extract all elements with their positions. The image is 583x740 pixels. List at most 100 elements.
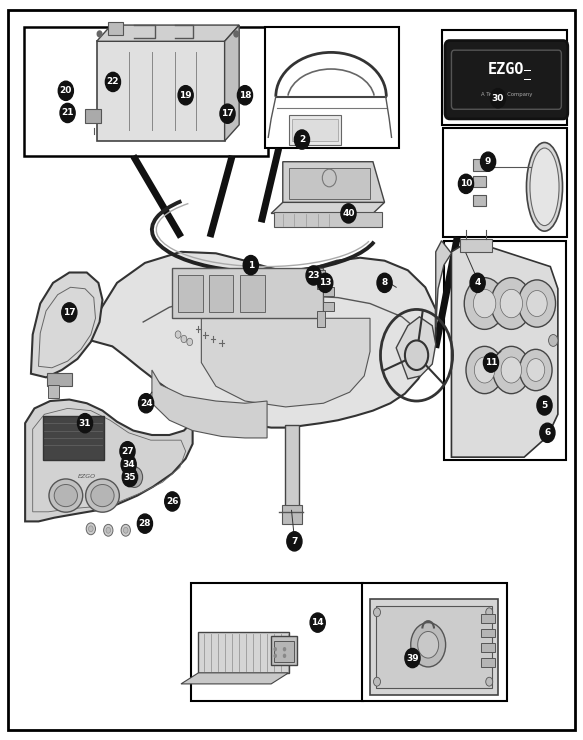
Circle shape (464, 278, 505, 329)
Circle shape (138, 514, 153, 534)
Bar (370, 599, 498, 695)
Bar (473, 160, 486, 171)
Bar (48, 385, 59, 398)
Text: 11: 11 (484, 358, 497, 367)
Circle shape (106, 73, 121, 92)
Circle shape (122, 468, 138, 487)
Bar (24, 27, 268, 156)
FancyBboxPatch shape (451, 50, 561, 110)
Bar (285, 425, 299, 511)
Polygon shape (25, 400, 192, 522)
Text: 20: 20 (59, 87, 72, 95)
Circle shape (175, 331, 181, 338)
Text: 30: 30 (492, 94, 504, 103)
Circle shape (473, 289, 496, 317)
Ellipse shape (91, 485, 114, 507)
Circle shape (475, 357, 495, 383)
Text: 10: 10 (460, 179, 472, 189)
Circle shape (483, 353, 498, 372)
Text: 35: 35 (124, 473, 136, 482)
Text: 7: 7 (292, 536, 297, 546)
Circle shape (165, 492, 180, 511)
Circle shape (58, 81, 73, 101)
Bar (240, 275, 265, 312)
Text: 17: 17 (221, 110, 234, 118)
Text: 21: 21 (61, 109, 74, 118)
Bar (274, 641, 294, 662)
Circle shape (480, 152, 496, 172)
Bar (324, 302, 334, 311)
Ellipse shape (526, 143, 563, 231)
Text: 24: 24 (140, 399, 152, 408)
Circle shape (273, 653, 277, 658)
Text: 18: 18 (238, 91, 251, 100)
Circle shape (458, 174, 473, 193)
Polygon shape (283, 162, 385, 202)
Circle shape (78, 414, 93, 433)
Polygon shape (396, 317, 436, 379)
Circle shape (187, 338, 192, 346)
Circle shape (127, 467, 143, 488)
Text: 19: 19 (180, 91, 192, 100)
Text: 8: 8 (381, 278, 388, 287)
Bar (97, 41, 224, 141)
Ellipse shape (49, 479, 83, 512)
Bar (480, 628, 495, 637)
Bar (324, 287, 334, 296)
Text: EZGO: EZGO (488, 62, 525, 77)
Bar (363, 582, 507, 701)
Bar (444, 241, 566, 460)
Circle shape (341, 204, 356, 223)
Text: 17: 17 (63, 308, 76, 317)
Circle shape (89, 526, 93, 532)
Circle shape (466, 346, 503, 394)
Bar (441, 30, 567, 125)
Circle shape (318, 273, 333, 292)
Circle shape (374, 608, 381, 616)
Text: 6: 6 (545, 428, 550, 437)
Bar (198, 632, 289, 673)
Circle shape (62, 303, 77, 322)
Bar (480, 613, 495, 622)
Circle shape (537, 396, 552, 415)
Bar (271, 636, 297, 665)
Polygon shape (31, 272, 103, 377)
Bar (480, 658, 495, 667)
Text: 23: 23 (307, 271, 320, 280)
Circle shape (490, 89, 505, 108)
Bar (209, 275, 233, 312)
Circle shape (273, 647, 277, 651)
Circle shape (124, 528, 128, 534)
Text: 1: 1 (248, 260, 254, 269)
Circle shape (139, 394, 154, 413)
Bar (473, 195, 486, 206)
Circle shape (501, 357, 522, 383)
Bar (473, 175, 486, 186)
Text: A Textron Company: A Textron Company (481, 92, 532, 97)
Bar (178, 275, 202, 312)
FancyBboxPatch shape (445, 41, 568, 119)
Circle shape (121, 455, 136, 474)
Circle shape (306, 266, 321, 285)
Circle shape (287, 532, 302, 551)
Bar (265, 27, 399, 149)
Circle shape (283, 653, 286, 658)
Circle shape (491, 278, 532, 329)
Circle shape (121, 525, 131, 536)
Circle shape (526, 291, 547, 317)
Polygon shape (436, 240, 451, 327)
Bar (274, 212, 382, 226)
Bar (289, 115, 341, 145)
Circle shape (527, 359, 545, 381)
Text: 22: 22 (107, 78, 119, 87)
Text: 13: 13 (319, 278, 332, 287)
Circle shape (377, 273, 392, 292)
Text: 9: 9 (485, 157, 491, 166)
Ellipse shape (86, 479, 120, 512)
Text: 40: 40 (342, 209, 354, 218)
Polygon shape (97, 25, 239, 41)
Polygon shape (271, 202, 385, 213)
Polygon shape (152, 370, 267, 438)
Text: 27: 27 (121, 447, 134, 456)
Bar (191, 582, 363, 701)
